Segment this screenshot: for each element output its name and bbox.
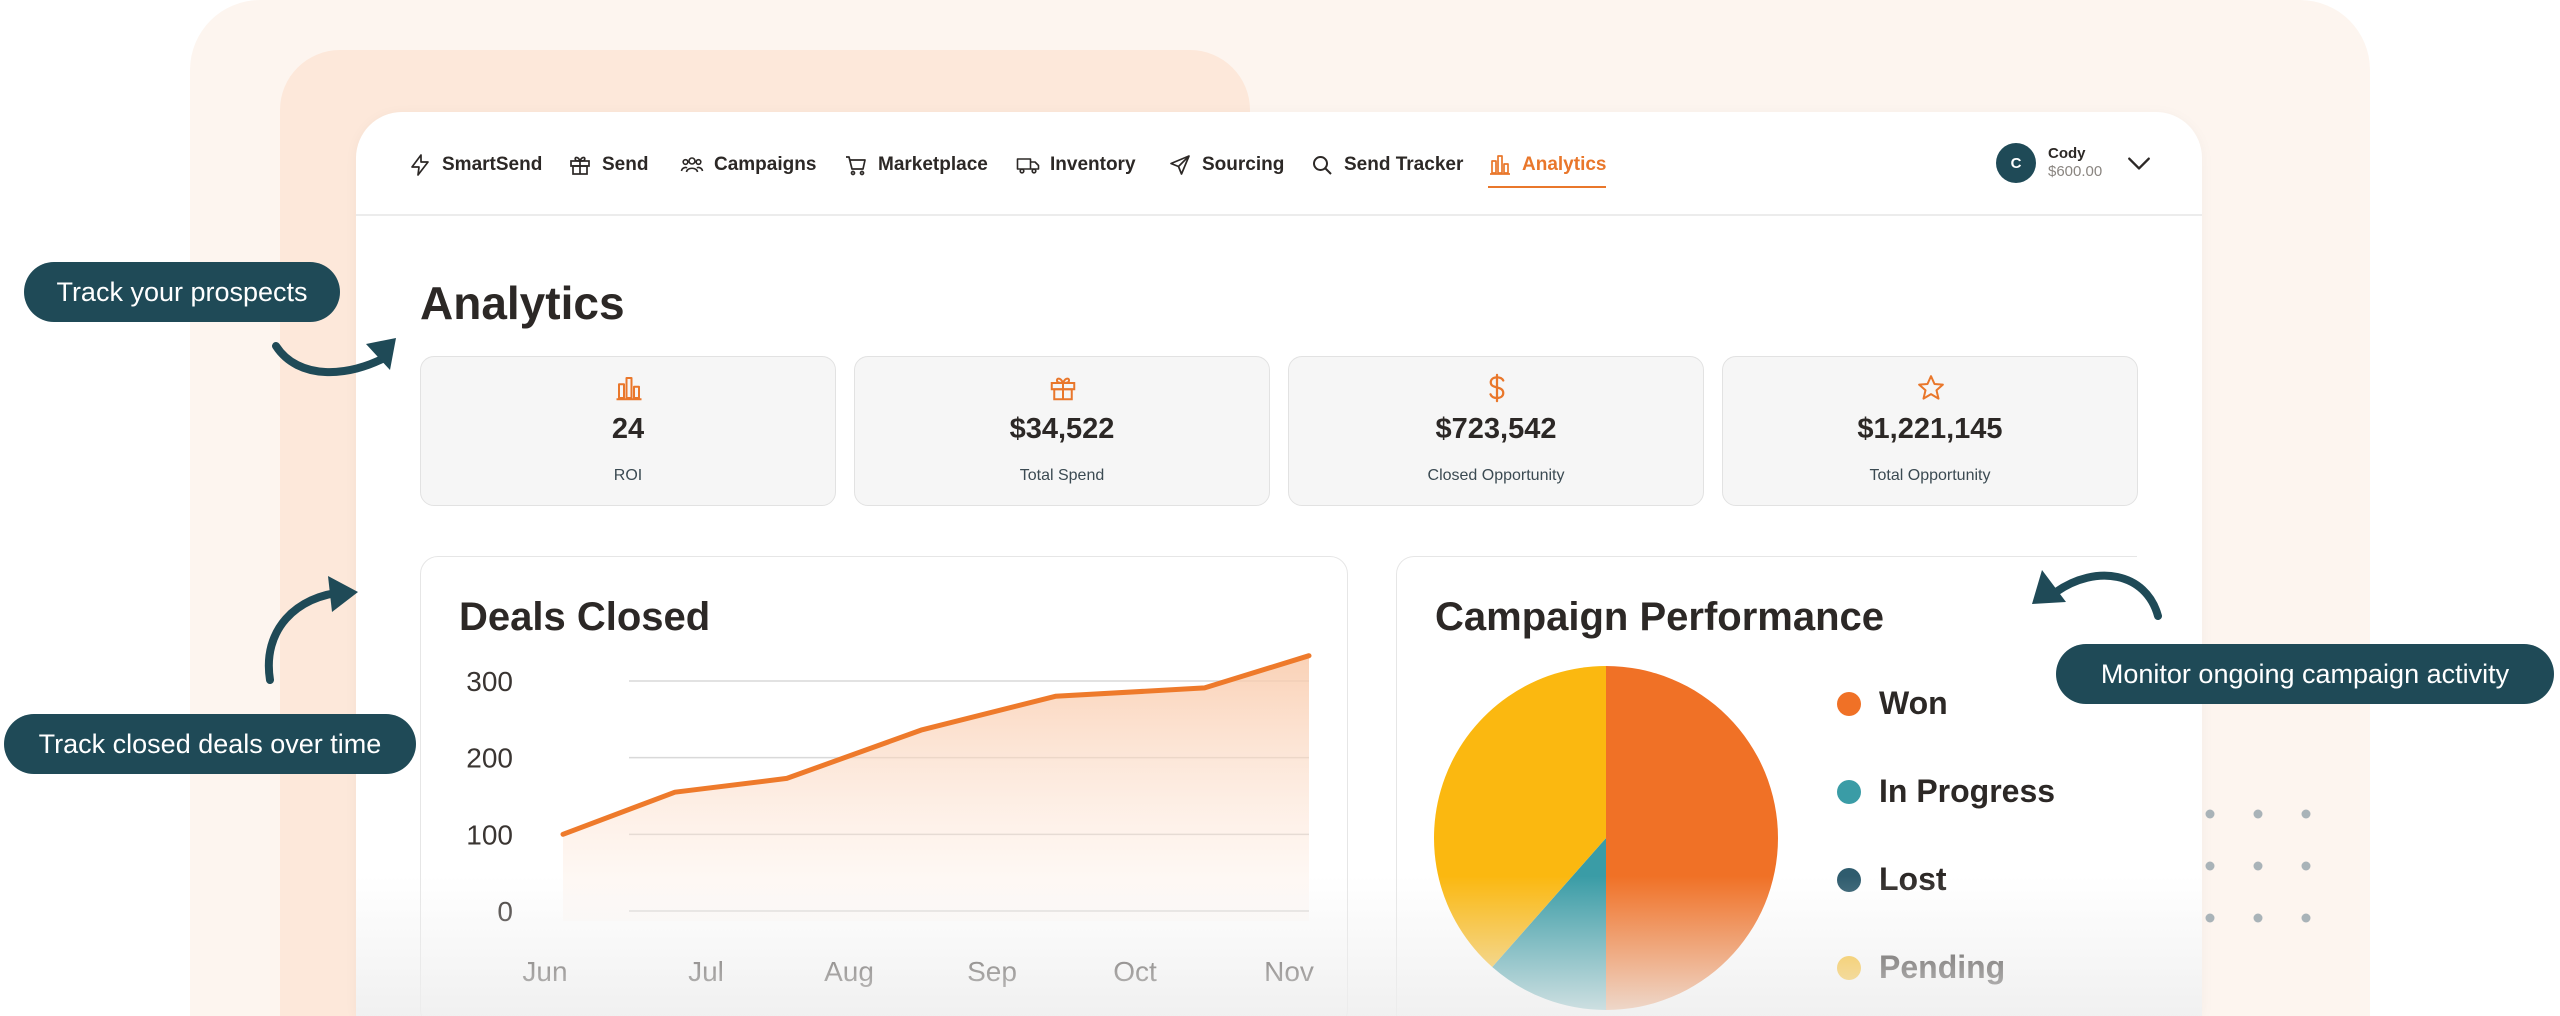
stat-card-total-opportunity: $1,221,145 Total Opportunity [1722,356,2138,506]
x-tick-label: Jul [688,956,724,987]
bar-chart-icon [1490,155,1510,175]
stat-label: Total Spend [1019,467,1105,484]
curved-arrow-icon [2032,570,2162,620]
y-tick-label: 100 [466,819,513,850]
callout-prospects: Track your prospects [24,262,340,322]
bar-chart-icon [616,377,642,401]
x-tick-label: Oct [1113,956,1157,987]
deals-area-fill [563,655,1309,921]
stat-card-total-spend: $34,522 Total Spend [854,356,1270,506]
app-window: SmartSend Send Campaigns Marketplace Inv… [356,112,2202,1016]
nav-item-label: Campaigns [714,154,817,175]
callout-campaigns: Monitor ongoing campaign activity [2056,644,2554,704]
x-tick-label: Nov [1264,956,1314,987]
nav-item-marketplace[interactable]: Marketplace [844,148,988,182]
curved-arrow-icon [272,338,396,376]
user-menu[interactable]: C Cody $600.00 [1996,143,2152,183]
legend-dot [1837,867,1861,892]
nav-item-analytics[interactable]: Analytics [1488,148,1607,188]
deals-closed-panel: Deals Closed 0 100 200 300 Jun Jul Aug Sep Oct N… [420,556,1348,1016]
chevron-down-icon[interactable] [2126,150,2152,176]
stat-value: $723,542 [1435,413,1557,445]
x-tick-label: Aug [824,956,874,987]
nav-item-inventory[interactable]: Inventory [1016,148,1136,182]
legend-dot [1837,955,1861,980]
nav-item-label: Analytics [1522,154,1607,175]
legend-dot [1837,691,1861,716]
deals-line [560,653,1312,837]
stat-label: Closed Opportunity [1427,467,1565,484]
legend-label: Lost [1879,861,1947,897]
nav-item-smartsend[interactable]: SmartSend [408,148,542,182]
stat-label: Total Opportunity [1869,467,1991,484]
legend-item-won: Won [1837,685,1948,722]
star-icon [1918,375,1944,400]
stat-value: 24 [611,413,645,445]
send-icon [1170,155,1190,175]
legend-label: Pending [1879,949,2006,985]
y-tick-label: 0 [497,896,513,927]
top-nav: SmartSend Send Campaigns Marketplace Inv… [356,112,2202,216]
callout-deals: Track closed deals over time [4,714,416,774]
deals-closed-title: Deals Closed [459,595,711,639]
campaign-performance-title: Campaign Performance [1435,595,1885,639]
deals-closed-chart: 0 100 200 300 Jun Jul Aug Sep Oct Nov [466,653,1314,987]
campaign-pie-chart [1433,666,1778,1010]
legend-label: In Progress [1879,773,2056,809]
page-title: Analytics [420,277,625,329]
search-icon [1313,156,1332,175]
lightning-icon [411,154,429,176]
nav-item-label: Marketplace [878,154,988,175]
users-icon [680,157,704,173]
stat-value: $1,221,145 [1857,413,2003,445]
user-balance: $600.00 [2048,163,2103,180]
nav-item-send[interactable]: Send [568,148,648,182]
gift-icon [570,156,590,175]
nav-item-label: Sourcing [1202,154,1285,175]
nav-item-sourcing[interactable]: Sourcing [1168,148,1284,182]
truck-icon [1016,158,1040,174]
legend-item-lost: Lost [1837,861,1947,898]
dollar-icon [1489,373,1505,403]
pie-slice-won [1606,666,1778,1010]
nav-item-label: Send Tracker [1344,154,1464,175]
stat-card-closed-opportunity: $723,542 Closed Opportunity [1288,356,1704,506]
user-name: Cody [2048,145,2086,162]
avatar: C [1996,143,2036,183]
nav-item-campaigns[interactable]: Campaigns [680,148,816,182]
legend-item-pending: Pending [1837,949,2005,986]
legend-dot [1837,779,1861,804]
nav-item-label: Inventory [1050,154,1136,175]
legend-item-in-progress: In Progress [1837,773,2055,810]
dot-grid-decoration [2205,809,2311,923]
nav-item-send-tracker[interactable]: Send Tracker [1310,148,1463,182]
cart-icon [846,156,866,176]
x-tick-label: Jun [522,956,567,987]
gift-icon [1050,377,1076,401]
stat-label: ROI [613,467,643,484]
legend-label: Won [1879,685,1948,721]
y-tick-label: 200 [466,743,513,774]
stat-card-roi: 24 ROI [420,356,836,506]
y-tick-label: 300 [466,666,513,697]
curved-arrow-icon [264,576,358,684]
campaign-performance-panel: Campaign Performance Won In Progress Los… [1396,556,2137,1016]
stat-value: $34,522 [1009,413,1115,445]
x-tick-label: Sep [967,956,1017,987]
nav-item-label: SmartSend [442,154,543,175]
nav-item-label: Send [602,154,649,175]
